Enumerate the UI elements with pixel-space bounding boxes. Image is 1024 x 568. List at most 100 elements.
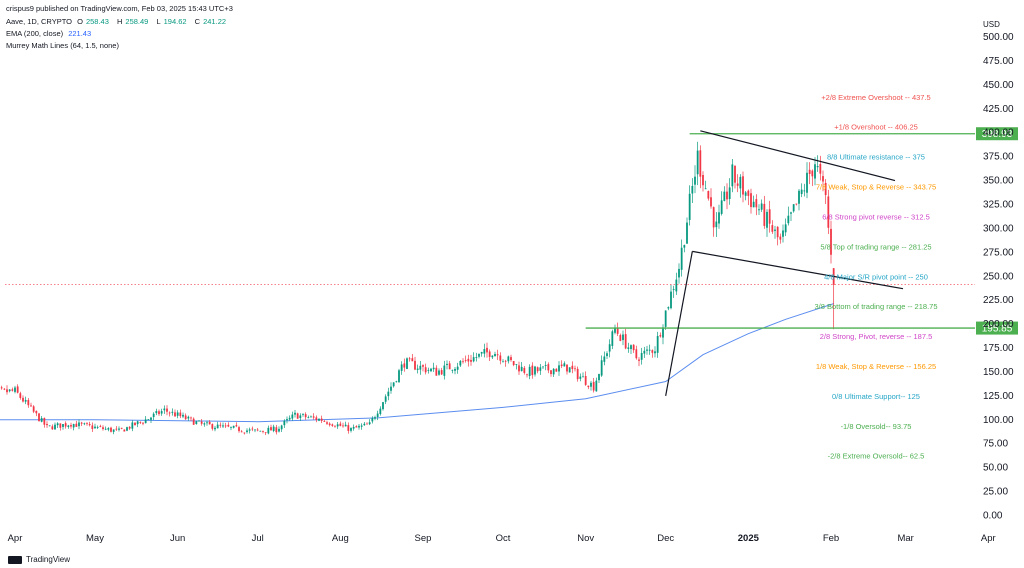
candle[interactable] (187, 416, 190, 419)
candle[interactable] (104, 428, 107, 430)
candle[interactable] (8, 389, 11, 392)
candle[interactable] (798, 190, 800, 204)
candle[interactable] (712, 207, 715, 228)
candle[interactable] (38, 413, 40, 422)
candle[interactable] (307, 417, 310, 419)
candle[interactable] (459, 360, 462, 366)
candle[interactable] (203, 423, 206, 425)
candle[interactable] (318, 418, 320, 421)
candle[interactable] (678, 268, 680, 278)
candle[interactable] (576, 368, 579, 380)
candle[interactable] (694, 176, 696, 185)
candle[interactable] (179, 412, 182, 417)
candle[interactable] (83, 423, 86, 425)
candle[interactable] (427, 369, 430, 371)
candle[interactable] (256, 429, 259, 431)
candle[interactable] (72, 424, 75, 428)
candle[interactable] (174, 412, 176, 417)
candle[interactable] (56, 423, 59, 426)
candle[interactable] (326, 422, 328, 424)
candle[interactable] (14, 387, 16, 392)
candle[interactable] (240, 431, 243, 433)
candle[interactable] (384, 396, 387, 402)
candle[interactable] (131, 422, 134, 429)
candle[interactable] (27, 399, 30, 406)
candle[interactable] (539, 367, 542, 371)
candle[interactable] (731, 164, 734, 187)
candle[interactable] (171, 411, 174, 413)
candle[interactable] (368, 422, 371, 425)
candle[interactable] (230, 426, 232, 428)
candle[interactable] (504, 360, 507, 362)
candle[interactable] (342, 425, 344, 427)
candle[interactable] (424, 367, 427, 373)
candle[interactable] (704, 188, 707, 190)
candle[interactable] (70, 425, 72, 427)
candle[interactable] (275, 427, 278, 433)
candle[interactable] (760, 203, 763, 210)
candle[interactable] (486, 347, 488, 353)
candle[interactable] (710, 197, 712, 207)
candle[interactable] (734, 165, 736, 183)
candle[interactable] (408, 358, 411, 360)
candle[interactable] (336, 424, 339, 427)
candle[interactable] (120, 427, 123, 429)
candle[interactable] (651, 350, 654, 353)
candle[interactable] (152, 413, 155, 418)
candle[interactable] (470, 359, 472, 362)
candle[interactable] (808, 169, 811, 175)
candle[interactable] (414, 360, 416, 370)
candle[interactable] (736, 183, 739, 186)
candle[interactable] (542, 366, 544, 368)
candle[interactable] (254, 429, 256, 431)
candle[interactable] (646, 349, 648, 351)
candle[interactable] (272, 426, 275, 431)
candle[interactable] (480, 351, 483, 354)
candle[interactable] (379, 408, 382, 415)
candle[interactable] (520, 366, 523, 372)
candle[interactable] (446, 363, 448, 366)
candle[interactable] (584, 376, 587, 385)
candle[interactable] (331, 424, 334, 426)
candle[interactable] (606, 353, 608, 357)
candle[interactable] (534, 366, 536, 375)
candle[interactable] (683, 245, 686, 248)
candle[interactable] (355, 426, 358, 428)
candle[interactable] (382, 402, 384, 410)
candle[interactable] (560, 364, 563, 367)
candle[interactable] (755, 199, 758, 208)
candle[interactable] (574, 368, 576, 370)
candle[interactable] (118, 428, 120, 430)
candle[interactable] (512, 361, 515, 366)
candle[interactable] (536, 367, 539, 372)
candle[interactable] (643, 350, 646, 354)
candle[interactable] (3, 388, 6, 390)
candle[interactable] (64, 423, 67, 427)
candle[interactable] (600, 360, 603, 376)
candle[interactable] (219, 424, 222, 426)
candle[interactable] (555, 368, 558, 372)
candle[interactable] (54, 424, 56, 430)
trendline[interactable] (665, 251, 693, 396)
candle[interactable] (787, 215, 790, 224)
candle[interactable] (216, 424, 219, 429)
candle[interactable] (158, 411, 160, 415)
candle[interactable] (19, 393, 22, 398)
candle[interactable] (296, 413, 299, 419)
candle[interactable] (184, 415, 187, 420)
candle[interactable] (619, 335, 622, 341)
candle[interactable] (496, 354, 499, 356)
candle[interactable] (566, 364, 568, 372)
candle[interactable] (344, 424, 347, 427)
candle[interactable] (739, 176, 742, 189)
candle[interactable] (662, 327, 664, 338)
candle[interactable] (462, 361, 464, 363)
candle[interactable] (691, 185, 694, 194)
candle[interactable] (147, 419, 150, 420)
candle[interactable] (827, 196, 830, 228)
candle[interactable] (640, 353, 643, 360)
candle[interactable] (11, 389, 14, 391)
candle[interactable] (659, 335, 662, 337)
candle[interactable] (432, 367, 435, 370)
ema-200-line[interactable] (0, 303, 834, 423)
